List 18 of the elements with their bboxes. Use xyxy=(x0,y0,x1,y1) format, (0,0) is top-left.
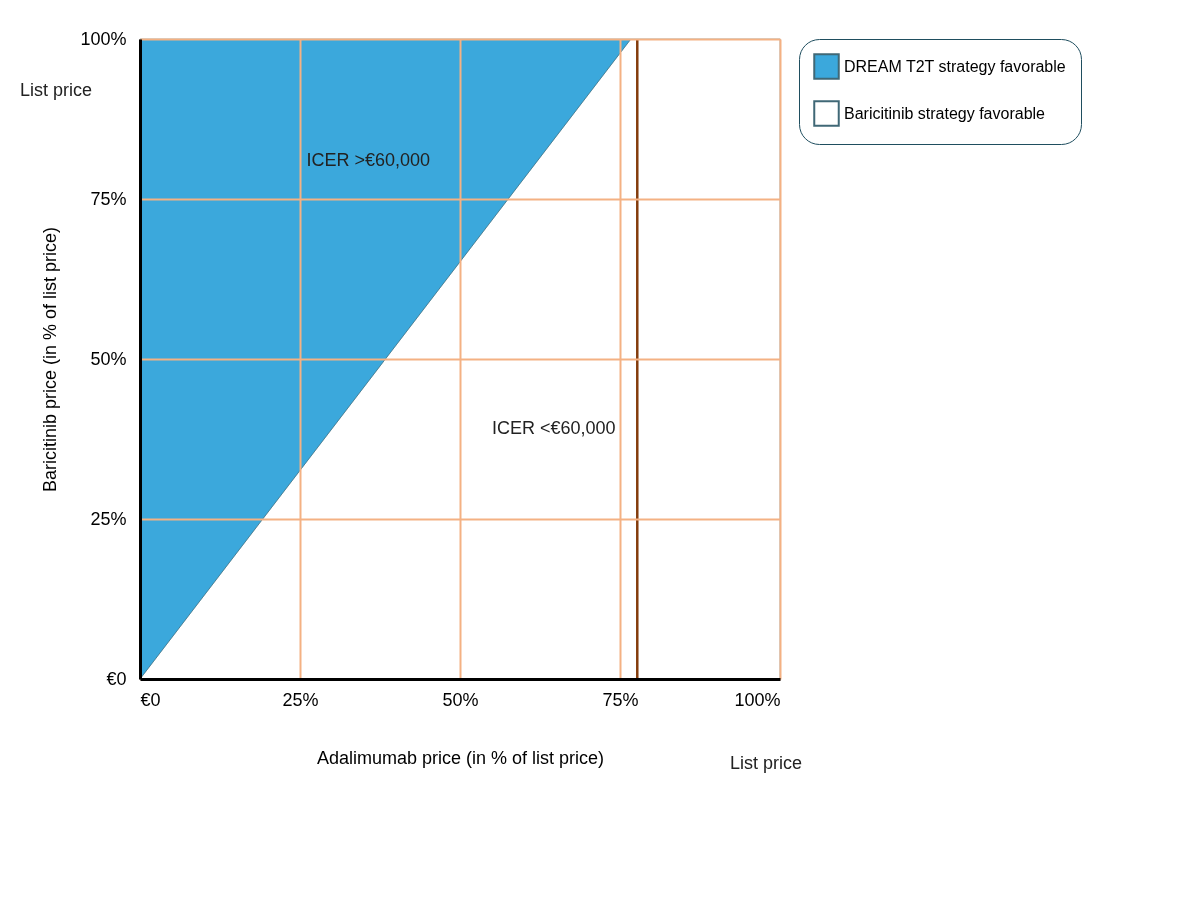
y-tick-label: €0 xyxy=(106,668,127,689)
annotation: ICER <€60,000 xyxy=(492,418,616,439)
annotation: ICER >€60,000 xyxy=(306,149,430,170)
y-axis-title: Baricitinib price (in % of list price) xyxy=(40,226,61,493)
x-tick-label: 50% xyxy=(442,689,479,710)
y-tick-label: 100% xyxy=(80,28,127,49)
text: List price xyxy=(730,753,803,773)
legend-label: Baricitinib strategy favorable xyxy=(844,104,1046,122)
y-tick-label: 25% xyxy=(90,508,127,529)
legend-label: DREAM T2T strategy favorable xyxy=(844,57,1066,75)
x-axis-title: Adalimumab price (in % of list price) xyxy=(316,747,605,768)
y-tick-label: 50% xyxy=(90,348,127,369)
x-tick-label: 75% xyxy=(602,689,639,710)
text: List price xyxy=(20,80,93,100)
x-tick-label: 25% xyxy=(282,689,319,710)
y-tick-label: 75% xyxy=(90,188,127,209)
x-tick-label: €0 xyxy=(140,689,161,710)
x-tick-label: 100% xyxy=(734,689,781,710)
